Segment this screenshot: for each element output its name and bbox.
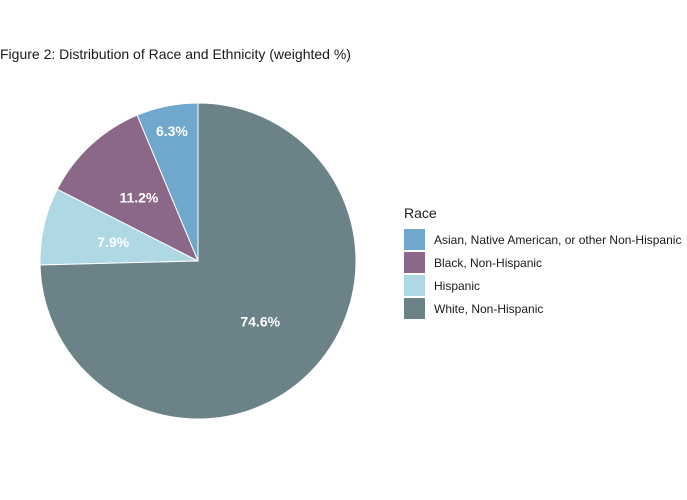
legend-label-hispanic: Hispanic: [434, 278, 481, 293]
legend-item-hispanic: Hispanic: [404, 274, 681, 297]
legend-label-white: White, Non-Hispanic: [434, 301, 544, 316]
slice-label-hispanic: 7.9%: [97, 234, 129, 250]
legend-item-black: Black, Non-Hispanic: [404, 251, 681, 274]
legend-swatch-black: [404, 252, 425, 273]
pie-slice-white: [39, 102, 357, 420]
legend-swatch-white: [404, 298, 425, 319]
slice-label-white: 74.6%: [240, 314, 280, 330]
pie-slice-black: [56, 114, 199, 263]
legend-title: Race: [404, 205, 437, 221]
chart-title: Figure 2: Distribution of Race and Ethni…: [0, 46, 351, 62]
slice-label-asian: 6.3%: [156, 123, 188, 139]
legend-label-asian: Asian, Native American, or other Non-His…: [434, 232, 682, 247]
legend: Race Asian, Native American, or other No…: [404, 204, 681, 320]
legend-item-asian: Asian, Native American, or other Non-His…: [404, 228, 681, 251]
legend-item-white: White, Non-Hispanic: [404, 297, 681, 320]
slice-label-black: 11.2%: [119, 189, 158, 205]
legend-label-black: Black, Non-Hispanic: [434, 255, 543, 270]
legend-swatch-hispanic: [404, 275, 425, 296]
legend-swatch-asian: [404, 229, 425, 250]
